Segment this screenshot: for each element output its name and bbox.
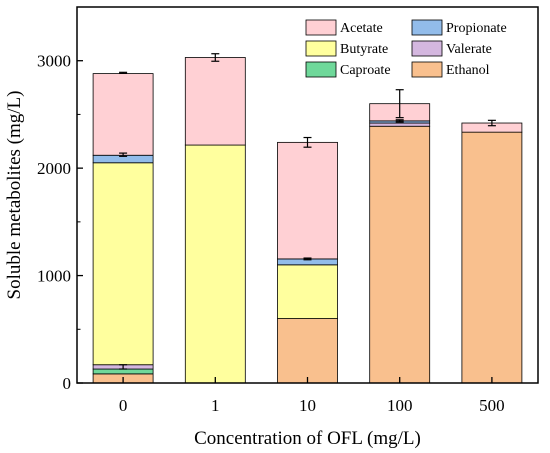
y-tick-label-0: 0	[63, 374, 72, 393]
bar-acetate-10	[277, 141, 338, 260]
x-axis-title: Concentration of OFL (mg/L)	[194, 428, 421, 449]
legend-label-ethanol: Ethanol	[446, 63, 490, 78]
legend-item-ethanol: Ethanol	[411, 61, 490, 78]
y-axis-title: Soluble metabolites (mg/L)	[4, 91, 25, 300]
error-bar-0-1	[119, 152, 128, 157]
error-bar-10-5	[303, 257, 312, 261]
legend-item-valerate: Valerate	[411, 40, 492, 57]
legend-swatch-valerate	[411, 40, 443, 57]
error-bar-500-8	[487, 119, 496, 127]
legend-swatch-ethanol	[411, 61, 443, 78]
legend-label-butyrate: Butyrate	[340, 42, 388, 57]
error-bars-layer	[119, 53, 496, 370]
bars-layer	[92, 57, 523, 384]
legend-swatch-acetate	[305, 19, 337, 36]
error-bar-100-6	[395, 89, 404, 119]
legend-item-acetate: Acetate	[305, 19, 383, 36]
legend: Acetate Butyrate Caproate Propionate Valerat…	[305, 19, 507, 78]
bar-butyrate-0	[92, 162, 154, 366]
legend-swatch-propionate	[411, 19, 443, 36]
legend-label-propionate: Propionate	[446, 21, 507, 36]
error-bar-1-3	[211, 53, 220, 62]
bar-acetate-1	[184, 57, 246, 146]
y-tick-label-3000: 3000	[37, 52, 71, 71]
x-tick-label-0: 0	[119, 396, 128, 415]
legend-swatch-caproate	[305, 61, 337, 78]
bar-butyrate-10	[277, 264, 338, 319]
legend-label-caproate: Caproate	[340, 63, 391, 78]
x-tick-label-1: 1	[211, 396, 220, 415]
bar-acetate-0	[92, 73, 154, 156]
y-axis: 0 1000 2000 3000	[37, 52, 83, 393]
legend-item-propionate: Propionate	[411, 19, 507, 36]
error-bar-0-0	[119, 71, 128, 74]
bar-caproate-0	[92, 368, 154, 375]
bar-butyrate-1	[184, 144, 246, 384]
error-bar-100-7	[395, 119, 404, 123]
legend-item-butyrate: Butyrate	[305, 40, 388, 57]
bar-ethanol-10	[277, 318, 338, 384]
x-tick-label-100: 100	[387, 396, 413, 415]
x-tick-label-500: 500	[479, 396, 505, 415]
bar-ethanol-100	[369, 125, 431, 384]
legend-label-acetate: Acetate	[340, 21, 383, 36]
legend-label-valerate: Valerate	[446, 42, 492, 57]
bar-valerate-100	[369, 122, 431, 127]
bar-ethanol-500	[461, 131, 523, 384]
x-tick-label-10: 10	[299, 396, 316, 415]
x-axis: 0 1 10 100 500	[119, 377, 505, 415]
y-tick-label-1000: 1000	[37, 267, 71, 286]
legend-item-caproate: Caproate	[305, 61, 391, 78]
error-bar-10-4	[303, 136, 312, 148]
error-bar-0-2	[119, 364, 128, 370]
legend-swatch-butyrate	[305, 40, 337, 57]
y-tick-label-2000: 2000	[37, 159, 71, 178]
